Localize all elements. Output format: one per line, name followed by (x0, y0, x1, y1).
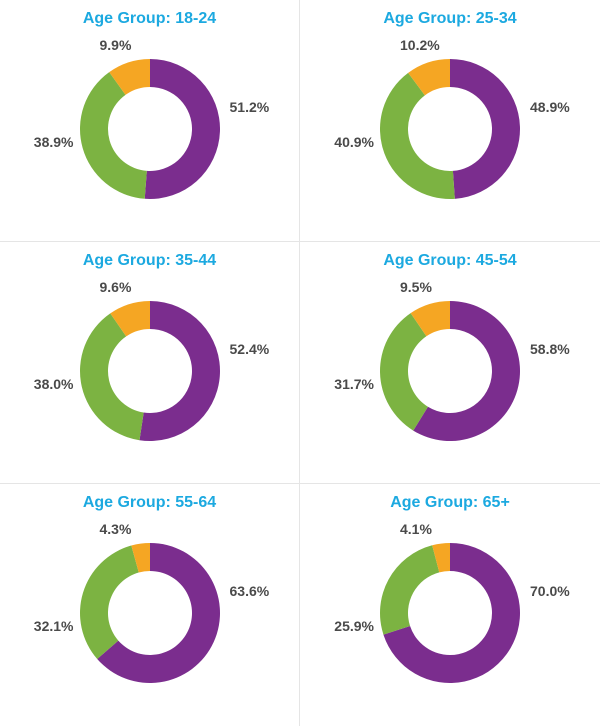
slice-label: 31.7% (326, 376, 374, 392)
donut-chart: 63.6% 32.1% 4.3% (20, 518, 280, 708)
slice-label: 52.4% (230, 341, 270, 357)
donut-chart: 58.8% 31.7% 9.5% (320, 276, 580, 466)
slice-label: 38.9% (26, 134, 74, 150)
slice-label: 9.6% (100, 279, 132, 295)
donut-svg (377, 56, 523, 202)
chart-panel: Age Group: 45-54 58.8% 31.7% 9.5% (300, 242, 600, 484)
donut-chart: 70.0% 25.9% 4.1% (320, 518, 580, 708)
donut-svg (77, 298, 223, 444)
slice-label: 9.9% (100, 37, 132, 53)
panel-title: Age Group: 35-44 (83, 252, 216, 270)
slice-label: 70.0% (530, 583, 570, 599)
chart-panel: Age Group: 35-44 52.4% 38.0% 9.6% (0, 242, 300, 484)
slice-label: 48.9% (530, 99, 570, 115)
panel-title: Age Group: 65+ (390, 494, 510, 512)
donut-svg (77, 56, 223, 202)
donut-svg (377, 298, 523, 444)
slice-label: 9.5% (400, 279, 432, 295)
slice-label: 63.6% (230, 583, 270, 599)
donut-chart: 52.4% 38.0% 9.6% (20, 276, 280, 466)
donut-slice (450, 59, 520, 199)
slice-label: 32.1% (26, 618, 74, 634)
donut-slice (139, 301, 220, 441)
slice-label: 10.2% (400, 37, 440, 53)
donut-slice (144, 59, 219, 199)
donut-slice (80, 313, 144, 440)
chart-panel: Age Group: 25-34 48.9% 40.9% 10.2% (300, 0, 600, 242)
donut-chart: 51.2% 38.9% 9.9% (20, 34, 280, 224)
panel-title: Age Group: 45-54 (383, 252, 516, 270)
donut-slice (380, 545, 439, 634)
donut-slice (79, 546, 138, 659)
chart-panel: Age Group: 65+ 70.0% 25.9% 4.1% (300, 484, 600, 726)
slice-label: 58.8% (530, 341, 570, 357)
slice-label: 38.0% (26, 376, 74, 392)
slice-label: 25.9% (326, 618, 374, 634)
slice-label: 4.3% (100, 521, 132, 537)
donut-grid: Age Group: 18-2451.2%38.9%9.9%Age Group:… (0, 0, 600, 726)
donut-slice (80, 72, 147, 199)
panel-title: Age Group: 18-24 (83, 10, 216, 28)
donut-svg (377, 540, 523, 686)
donut-chart: 48.9% 40.9% 10.2% (320, 34, 580, 224)
chart-panel: Age Group: 55-64 63.6% 32.1% 4.3% (0, 484, 300, 726)
donut-svg (77, 540, 223, 686)
chart-panel: Age Group: 18-24 51.2% 38.9% 9.9% (0, 0, 300, 242)
panel-title: Age Group: 25-34 (383, 10, 516, 28)
panel-title: Age Group: 55-64 (83, 494, 216, 512)
slice-label: 51.2% (230, 99, 270, 115)
donut-slice (380, 313, 428, 430)
slice-label: 4.1% (400, 521, 432, 537)
slice-label: 40.9% (326, 134, 374, 150)
donut-slice (380, 73, 455, 199)
